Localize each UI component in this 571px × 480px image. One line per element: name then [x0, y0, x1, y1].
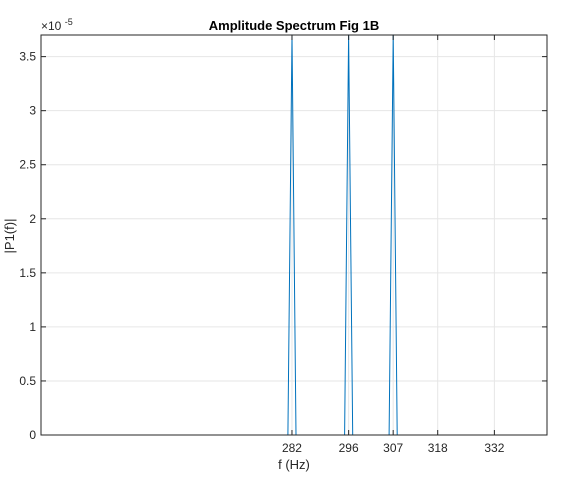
plot-area-border — [40, 34, 548, 436]
x-axis-ticks: 282 296 307 318 332 — [282, 35, 505, 455]
y-exponent-label: ×10 -5 — [41, 17, 73, 33]
chart-title: Amplitude Spectrum Fig 1B — [209, 18, 379, 33]
y-tick-label: 1.5 — [19, 266, 36, 280]
x-axis-label: f (Hz) — [278, 457, 310, 472]
y-tick-label: 0.5 — [19, 374, 36, 388]
y-exponent-power: -5 — [65, 17, 73, 27]
y-tick-label: 0 — [29, 428, 36, 442]
x-tick-label: 332 — [484, 441, 504, 455]
x-tick-label: 296 — [339, 441, 359, 455]
y-tick-label: 3 — [29, 104, 36, 118]
y-axis-label: |P1(f)| — [2, 219, 17, 254]
x-tick-label: 282 — [282, 441, 302, 455]
y-exponent-base: ×10 — [41, 19, 62, 33]
y-tick-label: 2 — [29, 212, 36, 226]
series-group — [41, 34, 547, 436]
y-tick-label: 2.5 — [19, 158, 36, 172]
y-tick-label: 3.5 — [19, 50, 36, 64]
y-axis-ticks: 0 0.5 1 1.5 2 2.5 3 3.5 — [19, 50, 547, 442]
x-tick-label: 318 — [428, 441, 448, 455]
spectrum-line — [41, 34, 547, 436]
y-tick-label: 1 — [29, 320, 36, 334]
x-tick-label: 307 — [383, 441, 403, 455]
